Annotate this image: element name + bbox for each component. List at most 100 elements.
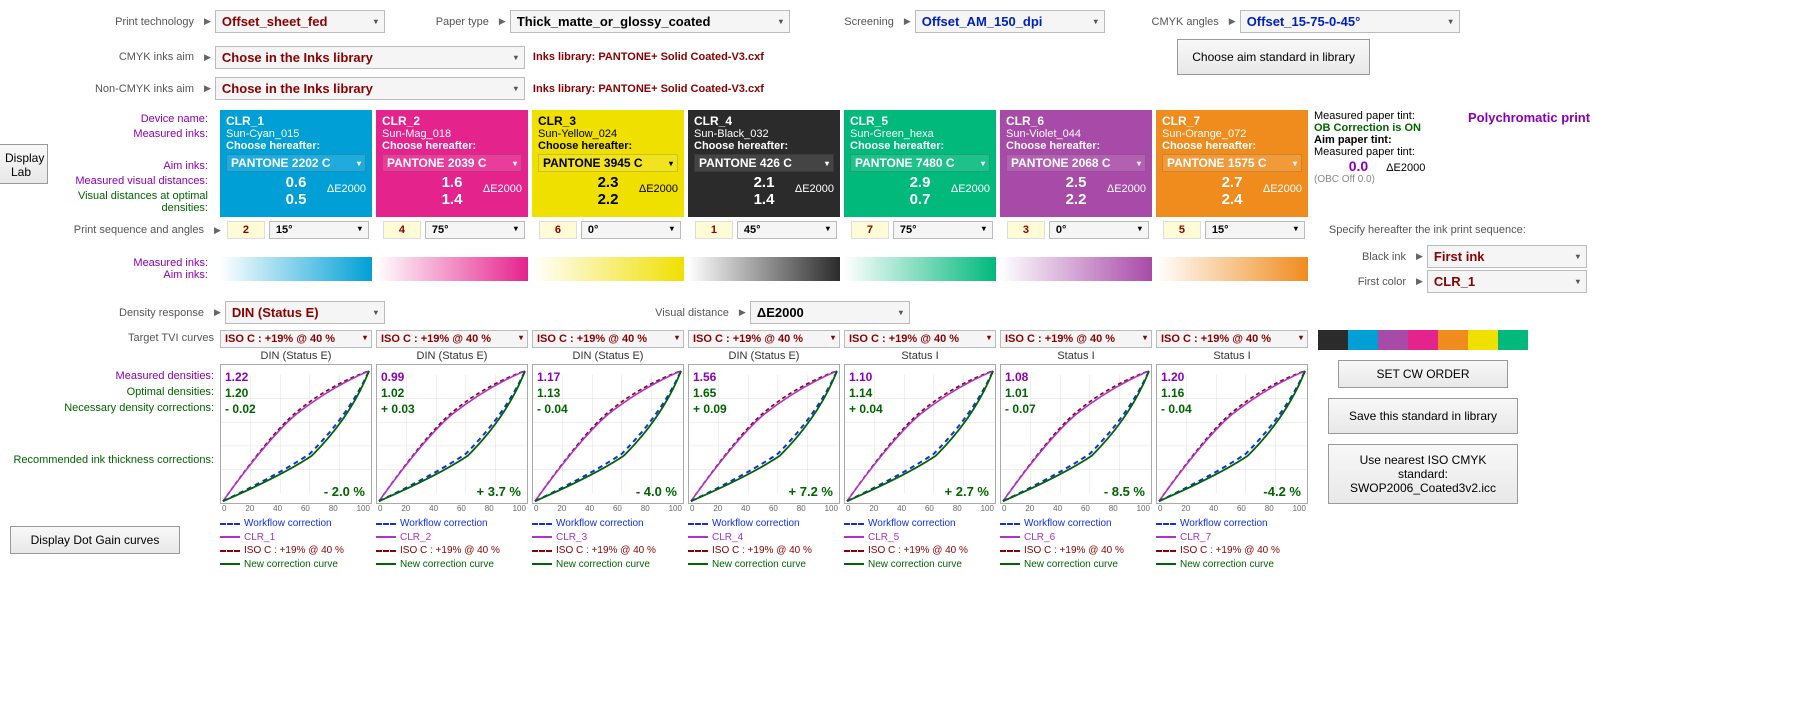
sequence-number[interactable]: 4 [383, 221, 421, 239]
card-name: CLR_1 [226, 114, 366, 128]
card-de-label: ΔE2000 [639, 183, 678, 195]
sequence-number[interactable]: 7 [851, 221, 889, 239]
sequence-number[interactable]: 3 [1007, 221, 1045, 239]
inks-library-2: Inks library: PANTONE+ Solid Coated-V3.c… [533, 83, 764, 95]
tvi-select-5[interactable]: ISO C : +19% @ 40 %▾ [844, 330, 996, 348]
paper-type-select[interactable]: Thick_matte_or_glossy_coated▾ [510, 10, 790, 33]
density-correction-value: + 0.09 [693, 401, 727, 417]
tvi-chart-3: 1.17 1.13 - 0.04 - 4.0 % [532, 364, 684, 504]
card-name: CLR_5 [850, 114, 990, 128]
card-aim-ink-select[interactable]: PANTONE 2202 C▾ [226, 154, 366, 172]
use-nearest-iso-button[interactable]: Use nearest ISO CMYK standard: SWOP2006_… [1328, 444, 1518, 504]
paper-type-label: Paper type [405, 16, 495, 28]
card-aim-ink-select[interactable]: PANTONE 1575 C▾ [1162, 154, 1302, 172]
thickness-correction-value: + 7.2 % [789, 484, 833, 499]
card-choose-label: Choose hereafter: [226, 140, 366, 152]
tvi-chart-5: 1.10 1.14 + 0.04 + 2.7 % [844, 364, 996, 504]
chevron-right-icon: ▶ [204, 16, 211, 27]
first-color-select[interactable]: CLR_1▾ [1427, 270, 1587, 293]
measured-paper-tint-label: Measured paper tint: [1314, 110, 1460, 122]
card-aim-ink-select[interactable]: PANTONE 2068 C▾ [1006, 154, 1146, 172]
chart-column-3: ISO C : +19% @ 40 %▾ DIN (Status E) 1.17… [532, 330, 684, 571]
tvi-select-2[interactable]: ISO C : +19% @ 40 %▾ [376, 330, 528, 348]
gradient-swatch-2 [376, 257, 528, 281]
gradient-swatch-6 [1000, 257, 1152, 281]
aim-inks-label-2: Aim inks: [10, 269, 214, 281]
chevron-right-icon: ▶ [1416, 276, 1423, 287]
card-measured-ink: Sun-Yellow_024 [538, 128, 678, 140]
tvi-select-7[interactable]: ISO C : +19% @ 40 %▾ [1156, 330, 1308, 348]
chart-title: DIN (Status E) [532, 350, 684, 362]
density-correction-value: + 0.03 [381, 401, 415, 417]
axis-ticks: 020406080100 [844, 504, 996, 513]
measured-density-value: 1.20 [1161, 369, 1192, 385]
card-aim-ink-select[interactable]: PANTONE 2039 C▾ [382, 154, 522, 172]
save-standard-button[interactable]: Save this standard in library [1328, 398, 1518, 434]
chart-title: Status I [844, 350, 996, 362]
tvi-chart-7: 1.20 1.16 - 0.04 -4.2 % [1156, 364, 1308, 504]
measured-paper-tint-label-2: Measured paper tint: [1314, 146, 1460, 158]
black-ink-select[interactable]: First ink▾ [1427, 245, 1587, 268]
aim-inks-label: Aim inks: [50, 160, 214, 172]
print-tech-select[interactable]: Offset_sheet_fed▾ [215, 10, 385, 33]
sequence-cell-3: 6 0°▾ [539, 221, 691, 239]
sequence-number[interactable]: 6 [539, 221, 577, 239]
card-aim-ink-select[interactable]: PANTONE 3945 C▾ [538, 154, 678, 172]
choose-aim-standard-button[interactable]: Choose aim standard in library [1177, 39, 1370, 75]
paper-tint-value: 0.0 [1349, 158, 1368, 174]
angle-select[interactable]: 0°▾ [581, 221, 681, 239]
cmyk-inks-aim-select[interactable]: Chose in the Inks library▾ [215, 46, 525, 69]
tvi-select-1[interactable]: ISO C : +19% @ 40 %▾ [220, 330, 372, 348]
display-dot-gain-button[interactable]: Display Dot Gain curves [10, 526, 180, 554]
chart-title: Status I [1156, 350, 1308, 362]
chevron-right-icon: ▶ [739, 307, 746, 318]
optimal-density-value: 1.16 [1161, 385, 1192, 401]
visual-distance-select[interactable]: ΔE2000▾ [750, 301, 910, 324]
paper-de-label: ΔE2000 [1386, 162, 1425, 174]
polychromatic-print-label: Polychromatic print [1468, 110, 1590, 217]
card-de-label: ΔE2000 [795, 183, 834, 195]
sequence-number[interactable]: 2 [227, 221, 265, 239]
tvi-select-6[interactable]: ISO C : +19% @ 40 %▾ [1000, 330, 1152, 348]
tvi-select-3[interactable]: ISO C : +19% @ 40 %▾ [532, 330, 684, 348]
card-name: CLR_4 [694, 114, 834, 128]
angle-select[interactable]: 0°▾ [1049, 221, 1149, 239]
angle-select[interactable]: 15°▾ [1205, 221, 1305, 239]
chart-legend: Workflow correction CLR_6 ISO C : +19% @… [1000, 517, 1152, 571]
screening-label: Screening [810, 16, 900, 28]
measured-density-value: 1.56 [693, 369, 727, 385]
sequence-number[interactable]: 1 [695, 221, 733, 239]
sequence-number[interactable]: 5 [1163, 221, 1201, 239]
chart-column-4: ISO C : +19% @ 40 %▾ DIN (Status E) 1.56… [688, 330, 840, 571]
gradient-swatch-3 [532, 257, 684, 281]
card-aim-ink-select[interactable]: PANTONE 426 C▾ [694, 154, 834, 172]
measured-density-value: 1.08 [1005, 369, 1036, 385]
card-aim-ink-select[interactable]: PANTONE 7480 C▾ [850, 154, 990, 172]
density-correction-value: + 0.04 [849, 401, 883, 417]
angle-select[interactable]: 75°▾ [893, 221, 993, 239]
first-color-label: First color [1322, 276, 1412, 288]
card-measured-ink: Sun-Cyan_015 [226, 128, 366, 140]
angle-select[interactable]: 75°▾ [425, 221, 525, 239]
tvi-select-4[interactable]: ISO C : +19% @ 40 %▾ [688, 330, 840, 348]
chevron-right-icon: ▶ [1229, 16, 1236, 27]
device-card-1: CLR_1 Sun-Cyan_015 Choose hereafter: PAN… [220, 110, 372, 217]
noncmyk-inks-aim-select[interactable]: Chose in the Inks library▾ [215, 77, 525, 100]
noncmyk-inks-aim-label: Non-CMYK inks aim [10, 83, 200, 95]
optimal-densities-label: Optimal densities: [10, 386, 220, 398]
sequence-cell-5: 7 75°▾ [851, 221, 1003, 239]
thickness-correction-value: - 4.0 % [636, 484, 677, 499]
set-cw-order-button[interactable]: SET CW ORDER [1338, 360, 1508, 388]
gradient-swatch-4 [688, 257, 840, 281]
density-response-select[interactable]: DIN (Status E)▾ [225, 301, 385, 324]
screening-select[interactable]: Offset_AM_150_dpi▾ [915, 10, 1105, 33]
angle-select[interactable]: 45°▾ [737, 221, 837, 239]
gradient-swatch-7 [1156, 257, 1308, 281]
cmyk-angles-select[interactable]: Offset_15-75-0-45°▾ [1240, 10, 1460, 33]
display-lab-button[interactable]: Display Lab [0, 144, 48, 184]
device-card-4: CLR_4 Sun-Black_032 Choose hereafter: PA… [688, 110, 840, 217]
angle-select[interactable]: 15°▾ [269, 221, 369, 239]
optimal-density-value: 1.65 [693, 385, 727, 401]
optimal-density-value: 1.13 [537, 385, 568, 401]
card-choose-label: Choose hereafter: [538, 140, 678, 152]
